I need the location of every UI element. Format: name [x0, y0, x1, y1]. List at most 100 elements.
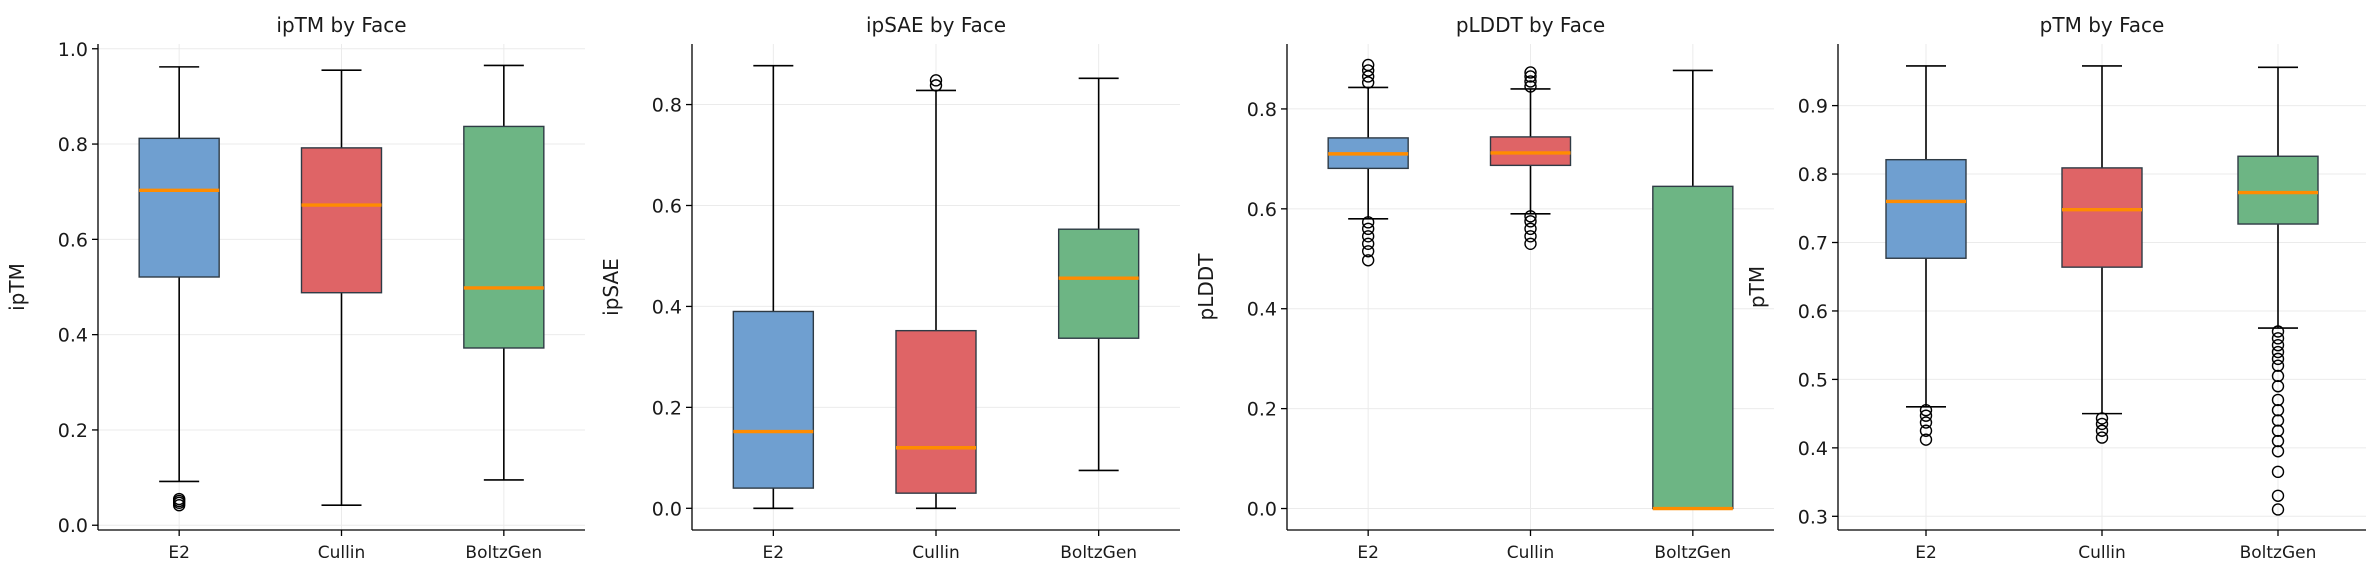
panel-ptm: 0.3 0.4 0.5 0.6 0.7 0.8 0.9 E2 Cullin BoltzGen pTM…	[1745, 13, 2366, 563]
y-tick-label: 0.7	[1798, 233, 1828, 255]
outlier-point	[2271, 352, 2285, 366]
box-cullin	[895, 74, 977, 510]
outlier-point	[2271, 434, 2285, 448]
iqr-box	[1885, 158, 1967, 259]
outlier-point	[2271, 369, 2285, 383]
box-cullin	[300, 69, 383, 507]
iqr-box	[2061, 167, 2143, 268]
outlier-point	[1524, 215, 1537, 228]
y-tick-label: 0.0	[652, 498, 682, 520]
outlier-point	[1361, 237, 1375, 250]
outlier-point	[2271, 404, 2285, 417]
iqr-box	[1057, 228, 1140, 339]
box-e2	[732, 64, 815, 510]
outlier-point	[1524, 222, 1537, 236]
box-boltzgen	[1057, 77, 1140, 472]
iqr-box	[138, 137, 220, 278]
chart-title: pLDDT by Face	[1456, 13, 1605, 37]
iqr-box	[2237, 155, 2319, 225]
y-tick-label: 0.8	[1798, 164, 1828, 186]
chart-title: ipTM by Face	[276, 13, 406, 37]
box-e2	[138, 66, 220, 512]
panel-plddt: 0.0 0.2 0.4 0.6 0.8 E2 Cullin BoltzGen pLDDT by …	[1194, 13, 1774, 563]
outlier-point	[1919, 409, 1933, 422]
y-tick-label: 0.2	[1247, 399, 1277, 421]
x-tick-label: Cullin	[318, 543, 366, 563]
outlier-point	[2271, 465, 2285, 479]
outlier-point	[1919, 416, 1933, 429]
x-tick-label: BoltzGen	[465, 543, 542, 563]
outlier-point	[2095, 424, 2109, 437]
x-tick-label: Cullin	[1507, 543, 1555, 563]
panel-iptm: 0.0 0.2 0.4 0.6 0.8 1.0 E2 Cullin BoltzGen ipTM b…	[5, 13, 585, 563]
y-tick-label: 0.8	[652, 95, 682, 117]
outlier-point	[1361, 64, 1375, 77]
iqr-box	[463, 125, 545, 349]
y-tick-label: 0.8	[58, 134, 88, 156]
outlier-point	[1361, 76, 1375, 89]
box-boltzgen	[463, 64, 545, 481]
box-cullin	[2061, 65, 2143, 444]
outlier-point	[2271, 424, 2285, 437]
outlier-point	[1524, 75, 1537, 88]
y-axis-label: pLDDT	[1194, 253, 1218, 321]
x-tick-label: Cullin	[912, 543, 960, 563]
iqr-box	[300, 147, 383, 294]
y-tick-label: 0.5	[1798, 369, 1828, 391]
x-tick-label: E2	[168, 543, 190, 563]
outlier-point	[1524, 80, 1537, 93]
y-tick-label: 1.0	[58, 39, 88, 61]
y-tick-label: 0.0	[58, 515, 88, 537]
box-cullin	[1489, 66, 1572, 250]
outlier-point	[2271, 414, 2285, 427]
panel-ipsae: 0.0 0.2 0.4 0.6 0.8 E2 Cullin BoltzGen ipSAE by …	[599, 13, 1180, 563]
outlier-point	[2095, 431, 2109, 444]
iqr-box	[1489, 136, 1572, 167]
outlier-point	[2271, 445, 2285, 458]
x-tick-label: BoltzGen	[1060, 543, 1137, 563]
outlier-point	[1361, 245, 1375, 258]
outlier-point	[929, 79, 943, 92]
y-tick-label: 0.3	[1798, 506, 1828, 528]
outlier-point	[2271, 325, 2285, 338]
x-tick-label: E2	[1357, 543, 1379, 563]
box-e2	[1327, 58, 1409, 267]
outlier-point	[1524, 210, 1537, 223]
x-tick-label: E2	[763, 543, 785, 563]
box-boltzgen	[1652, 69, 1734, 511]
x-tick-label: BoltzGen	[2240, 543, 2317, 563]
y-tick-label: 0.2	[58, 420, 88, 442]
outlier-point	[2271, 503, 2285, 516]
outlier-point	[1919, 433, 1933, 446]
outlier-point	[172, 492, 186, 506]
outlier-point	[2271, 332, 2285, 345]
x-tick-label: Cullin	[2078, 543, 2126, 563]
outlier-point	[1524, 230, 1537, 243]
x-tick-label: BoltzGen	[1654, 543, 1731, 563]
y-tick-label: 0.4	[58, 325, 88, 347]
y-tick-label: 0.6	[1247, 199, 1277, 221]
y-tick-label: 0.4	[1247, 299, 1277, 321]
outlier-point	[2271, 489, 2285, 502]
outlier-point	[2271, 359, 2285, 372]
iqr-box	[895, 329, 977, 494]
outlier-point	[1919, 404, 1933, 417]
y-axis-label: ipTM	[5, 263, 29, 311]
y-tick-label: 0.6	[58, 229, 88, 251]
y-tick-label: 0.2	[652, 397, 682, 419]
box-e2	[1885, 65, 1967, 446]
outlier-point	[1524, 237, 1537, 250]
outlier-point	[1361, 254, 1375, 267]
y-tick-label: 0.6	[652, 195, 682, 217]
outlier-point	[1361, 216, 1375, 229]
outlier-point	[1524, 70, 1537, 83]
y-axis-label: ipSAE	[599, 258, 623, 316]
iqr-box	[1652, 185, 1734, 510]
y-tick-label: 0.4	[652, 296, 682, 318]
y-tick-label: 0.6	[1798, 301, 1828, 323]
outlier-point	[2271, 393, 2285, 407]
y-tick-label: 0.4	[1798, 438, 1828, 460]
chart-title: ipSAE by Face	[866, 13, 1006, 37]
outlier-point	[2271, 338, 2285, 352]
